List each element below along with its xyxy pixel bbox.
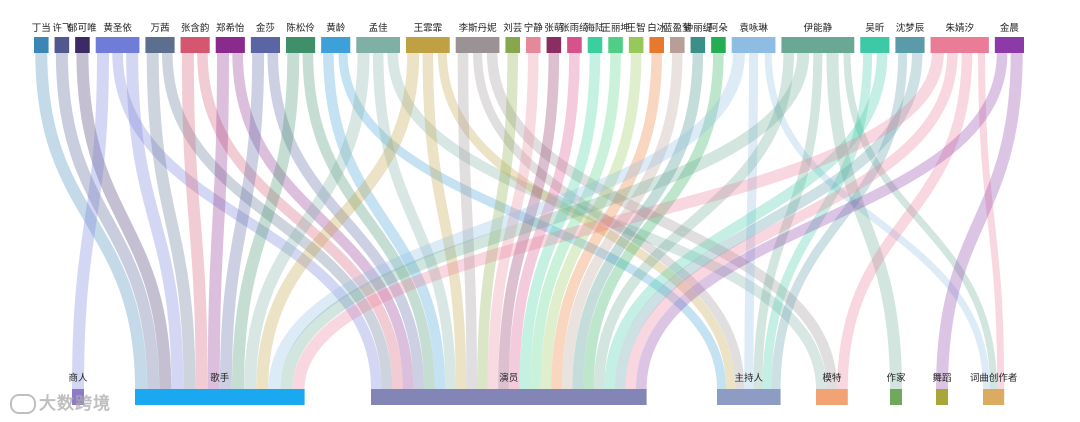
source-node-王丽坤[interactable]: [608, 37, 623, 53]
source-label-孟佳: 孟佳: [369, 22, 389, 34]
source-node-黄圣依[interactable]: [96, 37, 140, 53]
source-node-王霏霏[interactable]: [406, 37, 450, 53]
source-label-郁可唯: 郁可唯: [68, 22, 97, 34]
flow-layer: [41, 53, 1016, 389]
target-label-主持人: 主持人: [735, 372, 764, 384]
source-label-沈梦辰: 沈梦辰: [896, 22, 925, 34]
watermark-logo-icon: [10, 394, 36, 414]
sankey-chart: 丁当 许飞郁可唯 黄圣依 万茜 张含韵 郑希怡 金莎 陈松伶 黄龄 孟佳 王霏霏 李斯丹妮 刘芸 宁静 张萌…: [0, 0, 1080, 422]
source-label-王丽坤: 王丽坤: [601, 22, 630, 34]
target-node-演员[interactable]: [371, 389, 647, 405]
source-label-吴昕: 吴昕: [865, 22, 885, 34]
source-label-万茜: 万茜: [150, 23, 169, 34]
source-node-郑希怡[interactable]: [216, 37, 245, 53]
source-label-朱婧汐: 朱婧汐: [945, 22, 974, 34]
source-node-黄龄[interactable]: [321, 37, 350, 53]
source-label-伊能静: 伊能静: [804, 22, 833, 34]
source-label-陈松伶: 陈松伶: [286, 22, 315, 34]
source-node-张含韵[interactable]: [181, 37, 210, 53]
source-label-袁咏琳: 袁咏琳: [739, 22, 768, 34]
source-node-万茜[interactable]: [145, 37, 174, 53]
source-node-蓝盈莹[interactable]: [670, 37, 685, 53]
source-node-海陆[interactable]: [588, 37, 603, 53]
target-label-模特: 模特: [822, 372, 842, 384]
source-node-李斯丹妮[interactable]: [456, 37, 500, 53]
source-label-王霏霏: 王霏霏: [414, 23, 443, 34]
source-label-金晨: 金晨: [1000, 22, 1020, 34]
source-label-金莎: 金莎: [256, 22, 275, 34]
source-node-许飞[interactable]: [55, 37, 70, 53]
source-node-郁可唯[interactable]: [75, 37, 90, 53]
source-node-金莎[interactable]: [251, 37, 280, 53]
source-label-刘芸: 刘芸: [503, 22, 522, 34]
source-label-阿朵: 阿朵: [709, 23, 729, 34]
source-label-张含韵: 张含韵: [181, 22, 210, 34]
source-node-宁静[interactable]: [526, 37, 541, 53]
source-node-伊能静[interactable]: [781, 37, 854, 53]
target-node-歌手[interactable]: [135, 389, 305, 405]
source-node-金晨[interactable]: [995, 37, 1024, 53]
source-node-沈梦辰[interactable]: [895, 37, 924, 53]
source-node-朱婧汐[interactable]: [931, 37, 989, 53]
watermark-text: 大数跨境: [39, 394, 111, 414]
target-node-作家[interactable]: [890, 389, 902, 405]
source-label-黄龄: 黄龄: [326, 22, 346, 34]
source-label-丁当: 丁当: [32, 22, 51, 34]
source-node-钟丽缇[interactable]: [691, 37, 706, 53]
source-node-吴昕[interactable]: [860, 37, 889, 53]
source-label-宁静: 宁静: [524, 22, 544, 34]
source-label-李斯丹妮: 李斯丹妮: [459, 22, 498, 34]
source-node-丁当[interactable]: [34, 37, 49, 53]
source-node-张雨绮[interactable]: [567, 37, 582, 53]
target-node-词曲创作者[interactable]: [983, 389, 1004, 405]
target-node-模特[interactable]: [816, 389, 848, 405]
source-node-王智[interactable]: [629, 37, 644, 53]
target-label-作家: 作家: [886, 372, 906, 384]
target-node-主持人[interactable]: [717, 389, 781, 405]
source-node-袁咏琳[interactable]: [732, 37, 776, 53]
source-node-张萌[interactable]: [547, 37, 562, 53]
source-node-刘芸[interactable]: [505, 37, 520, 53]
source-node-孟佳[interactable]: [356, 37, 400, 53]
target-label-舞蹈: 舞蹈: [932, 373, 951, 384]
target-node-舞蹈[interactable]: [936, 389, 948, 405]
source-label-王智: 王智: [627, 22, 646, 34]
target-label-演员: 演员: [499, 372, 518, 384]
target-label-商人: 商人: [68, 372, 88, 384]
source-label-黄圣依: 黄圣依: [103, 22, 132, 34]
source-label-郑希怡: 郑希怡: [216, 22, 245, 34]
target-label-歌手: 歌手: [210, 372, 230, 384]
target-label-词曲创作者: 词曲创作者: [970, 372, 1018, 384]
source-node-陈松伶[interactable]: [286, 37, 315, 53]
source-node-白冰[interactable]: [649, 37, 664, 53]
watermark: 大数跨境: [10, 389, 111, 414]
source-node-阿朵[interactable]: [711, 37, 726, 53]
